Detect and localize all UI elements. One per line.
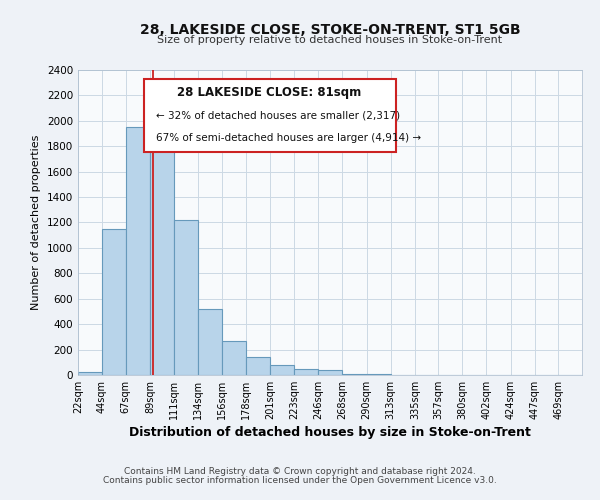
Bar bbox=[198, 309, 222, 375]
Bar bbox=[318, 370, 343, 375]
Bar bbox=[245, 356, 270, 375]
Bar bbox=[173, 220, 198, 375]
X-axis label: Distribution of detached houses by size in Stoke-on-Trent: Distribution of detached houses by size … bbox=[129, 426, 531, 439]
Bar bbox=[367, 374, 391, 375]
Text: Contains HM Land Registry data © Crown copyright and database right 2024.: Contains HM Land Registry data © Crown c… bbox=[124, 467, 476, 476]
Bar bbox=[294, 370, 318, 375]
Bar bbox=[101, 229, 126, 375]
Bar bbox=[78, 372, 101, 375]
Text: Contains public sector information licensed under the Open Government Licence v3: Contains public sector information licen… bbox=[103, 476, 497, 485]
Bar bbox=[343, 374, 367, 375]
Bar bbox=[270, 366, 294, 375]
Bar bbox=[126, 127, 150, 375]
Y-axis label: Number of detached properties: Number of detached properties bbox=[31, 135, 41, 310]
Text: Size of property relative to detached houses in Stoke-on-Trent: Size of property relative to detached ho… bbox=[157, 35, 503, 45]
Text: 67% of semi-detached houses are larger (4,914) →: 67% of semi-detached houses are larger (… bbox=[156, 132, 421, 142]
Text: ← 32% of detached houses are smaller (2,317): ← 32% of detached houses are smaller (2,… bbox=[156, 111, 400, 120]
FancyBboxPatch shape bbox=[143, 79, 395, 152]
Bar bbox=[150, 141, 173, 375]
Text: 28, LAKESIDE CLOSE, STOKE-ON-TRENT, ST1 5GB: 28, LAKESIDE CLOSE, STOKE-ON-TRENT, ST1 … bbox=[140, 22, 520, 36]
Text: 28 LAKESIDE CLOSE: 81sqm: 28 LAKESIDE CLOSE: 81sqm bbox=[178, 86, 362, 99]
Bar bbox=[222, 342, 245, 375]
